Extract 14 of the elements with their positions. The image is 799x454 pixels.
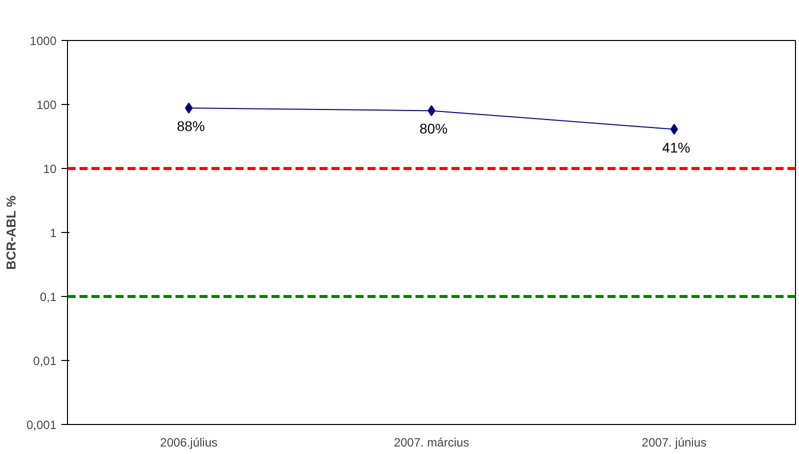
y-tick-label: 1 — [50, 226, 57, 240]
y-tick-label: 0,01 — [33, 354, 57, 368]
y-tick-label: 10 — [43, 162, 57, 176]
x-tick-label: 2007. június — [642, 436, 707, 450]
x-tick-label: 2007. március — [394, 436, 470, 450]
x-tick-label: 2006.július — [160, 436, 218, 450]
data-label: 80% — [420, 120, 448, 137]
data-label: 88% — [176, 118, 205, 134]
y-axis-title: BCR-ABL % — [3, 195, 18, 270]
y-tick-label: 1000 — [30, 34, 57, 48]
y-tick-label: 0,1 — [40, 290, 57, 304]
y-tick-label: 100 — [36, 98, 57, 112]
data-label: 41% — [662, 139, 690, 156]
y-tick-label: 0,001 — [26, 418, 57, 432]
